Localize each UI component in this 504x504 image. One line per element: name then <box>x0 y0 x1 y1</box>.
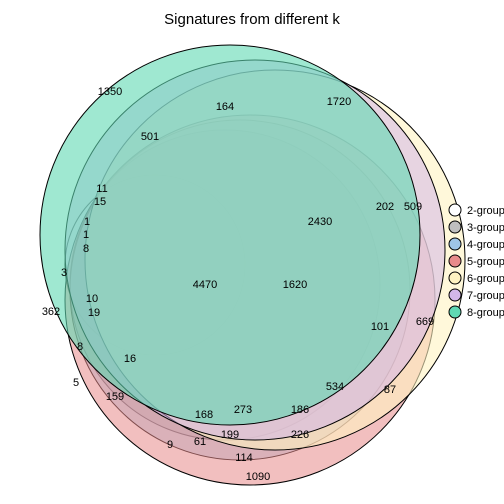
legend-swatch <box>449 272 461 284</box>
legend-label: 8-group <box>467 307 504 319</box>
region-count: 19 <box>88 307 100 319</box>
region-count: 199 <box>221 429 239 441</box>
region-count: 114 <box>235 452 253 464</box>
region-count: 202 <box>376 201 394 213</box>
region-count: 1620 <box>283 279 307 291</box>
region-count: 2430 <box>308 216 332 228</box>
region-count: 509 <box>404 201 422 213</box>
region-count: 669 <box>416 316 434 328</box>
region-count: 362 <box>42 306 60 318</box>
region-count: 1720 <box>327 96 351 108</box>
region-count: 1 <box>84 216 90 228</box>
region-count: 501 <box>141 131 159 143</box>
region-count: 534 <box>326 381 344 393</box>
region-count: 273 <box>234 404 252 416</box>
region-count: 164 <box>216 101 234 113</box>
region-count: 1 <box>83 229 89 241</box>
legend-label: 3-group <box>467 222 504 234</box>
legend-swatch <box>449 289 461 301</box>
region-count: 8 <box>83 243 89 255</box>
legend-swatch <box>449 238 461 250</box>
region-count: 3 <box>61 267 67 279</box>
legend-swatch <box>449 204 461 216</box>
region-count: 4470 <box>193 279 217 291</box>
legend-label: 7-group <box>467 290 504 302</box>
region-count: 1350 <box>98 86 122 98</box>
region-count: 1090 <box>246 471 270 483</box>
region-count: 16 <box>124 353 136 365</box>
legend-swatch <box>449 306 461 318</box>
region-count: 101 <box>371 321 389 333</box>
region-count: 15 <box>94 196 106 208</box>
legend-label: 5-group <box>467 256 504 268</box>
legend-label: 4-group <box>467 239 504 251</box>
region-count: 61 <box>194 436 206 448</box>
region-count: 87 <box>384 384 396 396</box>
chart-title: Signatures from different k <box>164 11 340 28</box>
legend-label: 2-group <box>467 205 504 217</box>
region-count: 5 <box>73 377 79 389</box>
legend-swatch <box>449 255 461 267</box>
legend-swatch <box>449 221 461 233</box>
region-count: 168 <box>195 409 213 421</box>
region-count: 11 <box>96 183 107 195</box>
region-count: 186 <box>291 404 309 416</box>
region-count: 159 <box>106 391 124 403</box>
circle-layer <box>40 45 465 485</box>
venn-diagram: Signatures from different k 1350 164 1720 5… <box>0 0 504 504</box>
legend-label: 6-group <box>467 273 504 285</box>
region-count: 9 <box>167 439 173 451</box>
region-count: 226 <box>291 429 309 441</box>
region-count: 8 <box>77 341 83 353</box>
region-count: 10 <box>86 293 98 305</box>
